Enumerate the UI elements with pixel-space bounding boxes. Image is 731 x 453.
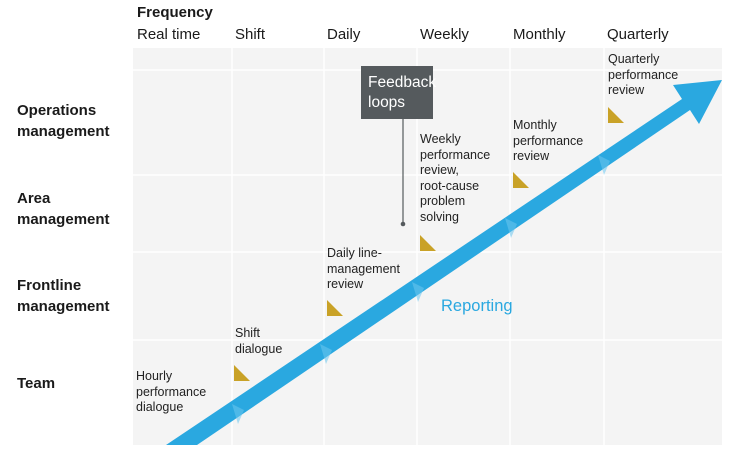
row-label-frontline-management: Frontline management bbox=[17, 277, 110, 315]
feedback-connector-dot bbox=[400, 221, 406, 227]
annotation-line: Shift bbox=[235, 326, 261, 340]
annotation-line: dialogue bbox=[235, 341, 283, 356]
feedback-loops-box: Feedback loops bbox=[361, 66, 437, 119]
annotation-monthly-performance-review: Monthly performance review bbox=[513, 118, 583, 165]
annotation-shift-dialogue: Shift dialogue bbox=[235, 326, 282, 357]
annotation-line: review bbox=[513, 149, 550, 163]
annotation-line: management bbox=[327, 261, 400, 276]
annotation-line: performance bbox=[136, 384, 207, 399]
annotation-line: review, bbox=[420, 163, 459, 177]
annotation-line: solving bbox=[420, 209, 459, 224]
marker-quarterly bbox=[608, 107, 624, 123]
feedback-box-line: Feedback bbox=[368, 74, 437, 91]
row-label-operations-management: Operations management bbox=[17, 102, 110, 140]
annotation-line: problem bbox=[420, 194, 466, 208]
annotation-line: Weekly bbox=[420, 132, 461, 146]
frequency-title: Frequency bbox=[137, 4, 213, 21]
reporting-label: Reporting bbox=[441, 297, 513, 315]
column-header-monthly: Monthly bbox=[513, 26, 566, 43]
reporting-arrow bbox=[166, 80, 722, 445]
column-header-shift: Shift bbox=[235, 26, 266, 43]
annotation-line: root-cause bbox=[420, 178, 480, 193]
annotation-line: Monthly bbox=[513, 118, 557, 132]
annotation-line: performance bbox=[608, 67, 679, 82]
annotation-line: review bbox=[608, 83, 645, 97]
marker-monthly bbox=[513, 172, 529, 188]
annotation-line: Quarterly bbox=[608, 52, 660, 66]
marker-daily bbox=[327, 300, 343, 316]
annotation-daily-line-management-review: Daily line- management review bbox=[327, 246, 400, 293]
column-header-weekly: Weekly bbox=[420, 26, 469, 43]
row-label-area-management: Area management bbox=[17, 190, 110, 228]
annotation-line: Hourly bbox=[136, 369, 173, 383]
column-header-quarterly: Quarterly bbox=[607, 26, 669, 43]
annotation-weekly-performance-review: Weekly performance review, root-cause pr… bbox=[420, 132, 490, 225]
marker-shift bbox=[234, 365, 250, 381]
annotation-line: dialogue bbox=[136, 400, 184, 414]
feedback-box-line: loops bbox=[368, 94, 406, 111]
arrow-chevrons bbox=[232, 155, 610, 424]
annotation-line: performance bbox=[513, 133, 584, 148]
annotation-quarterly-performance-review: Quarterly performance review bbox=[608, 52, 678, 99]
column-header-real-time: Real time bbox=[137, 26, 201, 43]
annotation-hourly-performance-dialogue: Hourly performance dialogue bbox=[136, 369, 206, 416]
column-header-daily: Daily bbox=[327, 26, 361, 43]
annotation-line: performance bbox=[420, 147, 491, 162]
row-label-team: Team bbox=[17, 375, 56, 392]
annotation-line: Daily line- bbox=[327, 246, 382, 260]
annotation-line: review bbox=[327, 277, 364, 291]
marker-weekly bbox=[420, 235, 436, 251]
